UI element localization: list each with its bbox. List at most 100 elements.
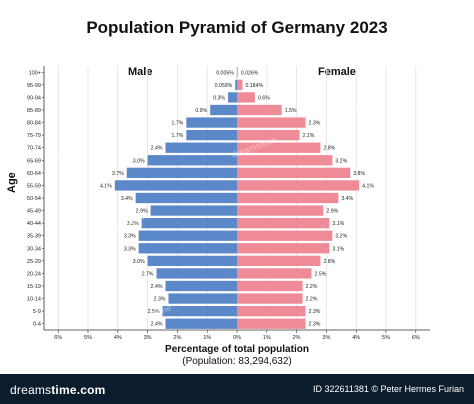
female-bar bbox=[237, 104, 282, 116]
age-tick-label: 30-34 bbox=[27, 246, 41, 252]
age-tick-label: 50-54 bbox=[27, 196, 41, 202]
male-bar bbox=[165, 142, 237, 153]
female-bar bbox=[237, 217, 330, 229]
female-value-label: 3.2% bbox=[335, 234, 347, 240]
age-tick-label: 5-9 bbox=[33, 309, 41, 315]
male-bar bbox=[126, 167, 237, 179]
male-value-label: 1.7% bbox=[172, 133, 184, 139]
female-value-label: 2.3% bbox=[309, 121, 321, 127]
male-bar bbox=[186, 117, 237, 128]
male-value-label: 3.3% bbox=[124, 234, 136, 240]
x-axis-label: Percentage of total population bbox=[165, 344, 309, 355]
female-value-label: 2.1% bbox=[303, 133, 315, 139]
female-value-label: 3.8% bbox=[353, 171, 365, 177]
female-value-label: 3.4% bbox=[341, 196, 353, 202]
female-value-label: 2.2% bbox=[306, 284, 318, 290]
female-value-label: 2.3% bbox=[309, 322, 321, 328]
age-tick-label: 20-24 bbox=[27, 271, 41, 277]
female-value-label: 2.8% bbox=[323, 146, 335, 152]
female-value-label: 2.5% bbox=[315, 271, 327, 277]
footer-bar: dreamstime.com ID 322611381 © Peter Herm… bbox=[0, 374, 474, 404]
male-value-label: 2.3% bbox=[154, 297, 166, 303]
watermark-text: dreamstime bbox=[55, 134, 103, 159]
male-value-label: 3.4% bbox=[121, 196, 133, 202]
male-bar bbox=[210, 104, 237, 116]
female-bar bbox=[237, 192, 339, 204]
male-bar bbox=[186, 129, 237, 141]
x-tick-label: 0% bbox=[233, 335, 241, 341]
x-tick-label: 2% bbox=[173, 335, 181, 341]
female-value-label: 3.1% bbox=[332, 221, 344, 227]
female-value-label: 0.6% bbox=[258, 95, 270, 101]
male-bar bbox=[138, 243, 237, 254]
age-tick-label: 80-84 bbox=[27, 121, 41, 127]
female-bar bbox=[237, 243, 330, 254]
female-bar bbox=[237, 167, 351, 179]
male-value-label: 2.7% bbox=[142, 271, 154, 277]
male-value-label: 2.4% bbox=[151, 146, 163, 152]
age-tick-label: 70-74 bbox=[27, 146, 41, 152]
footer-credit: ID 322611381 © Peter Hermes Furian bbox=[312, 384, 464, 394]
watermark-text: dreamstime bbox=[325, 94, 373, 119]
male-label: Male bbox=[128, 66, 153, 78]
brand-part-2: time.com bbox=[51, 383, 106, 397]
brand-part-1: dreams bbox=[10, 383, 52, 397]
male-value-label: 3.0% bbox=[133, 158, 145, 164]
male-value-label: 0.059% bbox=[215, 83, 233, 89]
female-value-label: 0.026% bbox=[241, 70, 259, 76]
female-bar bbox=[237, 142, 321, 153]
female-value-label: 2.8% bbox=[323, 259, 335, 265]
female-bar bbox=[237, 180, 360, 191]
age-tick-label: 45-49 bbox=[27, 209, 41, 215]
male-value-label: 4.1% bbox=[100, 183, 112, 189]
female-bar bbox=[237, 268, 312, 279]
male-bar bbox=[141, 217, 237, 229]
x-tick-label: 2% bbox=[293, 335, 301, 341]
male-bar bbox=[114, 180, 237, 191]
male-value-label: 3.2% bbox=[127, 221, 139, 227]
x-tick-label: 1% bbox=[263, 335, 271, 341]
footer-brand[interactable]: dreamstime.com bbox=[10, 383, 106, 397]
x-tick-label: 3% bbox=[144, 335, 152, 341]
female-value-label: 2.9% bbox=[326, 209, 338, 215]
x-tick-label: 5% bbox=[382, 335, 390, 341]
male-bar bbox=[156, 268, 237, 279]
female-bar bbox=[237, 92, 255, 103]
chart-plot-area: 100+ 0.005% 0.026% 95-99 0.059% 0.184% 90-94 0.… bbox=[27, 66, 430, 341]
female-bar bbox=[237, 255, 321, 267]
age-tick-label: 40-44 bbox=[27, 221, 41, 227]
female-value-label: 2.2% bbox=[306, 297, 318, 303]
x-tick-label: 5% bbox=[84, 335, 92, 341]
age-tick-label: 65-69 bbox=[27, 158, 41, 164]
chart-title: Population Pyramid of Germany 2023 bbox=[86, 18, 388, 37]
male-value-label: 2.4% bbox=[151, 284, 163, 290]
male-value-label: 0.3% bbox=[213, 95, 225, 101]
age-tick-label: 25-29 bbox=[27, 259, 41, 265]
age-tick-label: 75-79 bbox=[27, 133, 41, 139]
x-tick-label: 6% bbox=[412, 335, 420, 341]
female-value-label: 2.3% bbox=[309, 309, 321, 315]
male-bar bbox=[165, 280, 237, 292]
age-tick-label: 85-89 bbox=[27, 108, 41, 114]
male-value-label: 2.5% bbox=[148, 309, 160, 315]
female-value-label: 3.2% bbox=[335, 158, 347, 164]
age-tick-label: 35-39 bbox=[27, 234, 41, 240]
female-value-label: 4.1% bbox=[362, 183, 374, 189]
female-bar bbox=[237, 230, 333, 241]
male-bar bbox=[162, 305, 237, 317]
x-tick-label: 3% bbox=[322, 335, 330, 341]
male-value-label: 1.7% bbox=[172, 121, 184, 127]
male-bar bbox=[235, 79, 237, 91]
male-bar bbox=[165, 318, 237, 329]
age-tick-label: 100+ bbox=[29, 70, 41, 76]
male-value-label: 3.3% bbox=[124, 246, 136, 252]
male-value-label: 0.005% bbox=[216, 70, 234, 76]
male-bar bbox=[147, 255, 237, 267]
female-bar bbox=[237, 79, 243, 91]
female-value-label: 1.5% bbox=[285, 108, 297, 114]
male-value-label: 3.0% bbox=[133, 259, 145, 265]
male-bar bbox=[147, 155, 237, 166]
age-tick-label: 55-59 bbox=[27, 183, 41, 189]
x-tick-label: 6% bbox=[54, 335, 62, 341]
x-tick-label: 4% bbox=[352, 335, 360, 341]
